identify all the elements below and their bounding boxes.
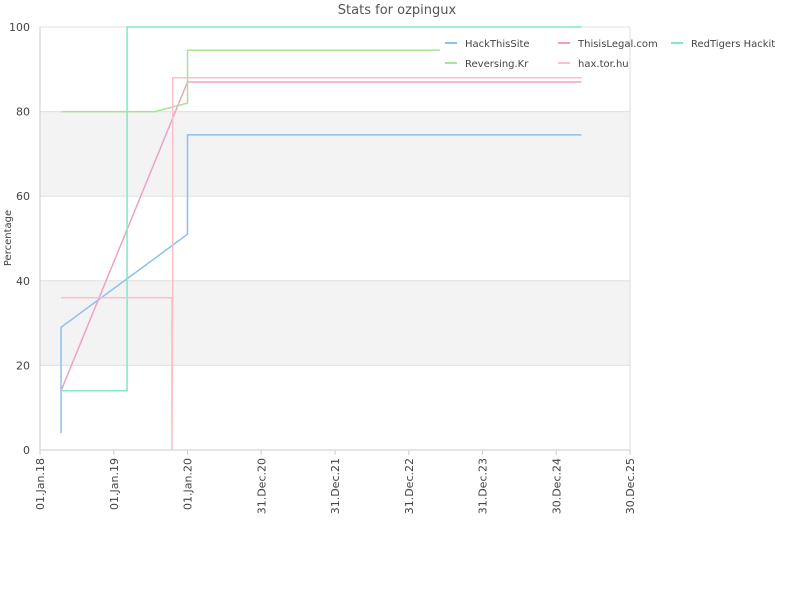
x-tick-label: 31.Dec.22 — [403, 458, 416, 514]
x-tick-label: 30.Dec.25 — [624, 458, 637, 514]
y-axis-label: Percentage — [3, 210, 14, 266]
series-line — [61, 26, 582, 392]
y-tick-label: 100 — [9, 21, 30, 34]
plot-band — [40, 280, 630, 366]
x-tick-label: 01.Jan.19 — [108, 458, 121, 510]
legend-label: RedTigers Hackit — [691, 39, 775, 50]
legend-label: Reversing.Kr — [465, 59, 529, 70]
y-tick-label: 40 — [16, 275, 30, 288]
y-tick-label: 80 — [16, 106, 30, 119]
chart-title: Stats for ozpingux — [338, 3, 457, 18]
y-tick-label: 60 — [16, 190, 30, 203]
x-tick-label: 31.Dec.23 — [477, 458, 490, 514]
legend-label: HackThisSite — [465, 39, 530, 50]
x-tick-label: 30.Dec.24 — [550, 458, 563, 514]
x-tick-label: 01.Jan.18 — [34, 458, 47, 510]
x-tick-label: 01.Jan.20 — [182, 458, 195, 510]
y-tick-label: 20 — [16, 359, 30, 372]
legend-label: hax.tor.hu — [578, 59, 629, 70]
series-line — [61, 77, 582, 451]
legend-label: ThisisLegal.com — [577, 39, 658, 50]
plot-band — [40, 111, 630, 197]
y-tick-label: 0 — [23, 444, 30, 457]
series-line — [61, 49, 440, 113]
series-line — [60, 134, 582, 434]
x-tick-label: 31.Dec.21 — [329, 458, 342, 514]
x-tick-label: 31.Dec.20 — [255, 458, 268, 514]
